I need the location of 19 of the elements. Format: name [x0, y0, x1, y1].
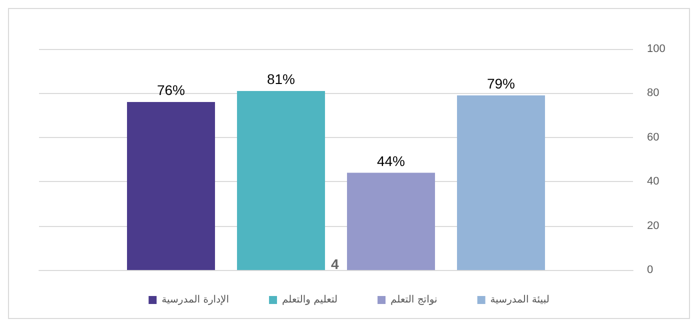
data-label: 81% [266, 70, 296, 87]
y-tick-label: 20 [647, 220, 660, 232]
bar [457, 95, 545, 270]
bar [127, 102, 215, 270]
y-tick-label: 0 [647, 264, 654, 276]
annotation: 4 [331, 256, 339, 272]
y-tick-label: 40 [647, 176, 660, 188]
data-label: 79% [486, 75, 516, 92]
bar [237, 90, 325, 270]
legend-label: نواتج التعلم [390, 294, 438, 306]
bar [347, 172, 435, 270]
data-label: 44% [376, 152, 406, 169]
y-tick-label: 60 [647, 131, 660, 144]
legend-label: لتعليم والتعلم [282, 294, 338, 306]
y-tick-label: 100 [647, 43, 666, 55]
legend-label: الإدارة المدرسية [162, 294, 230, 306]
y-tick-label: 80 [647, 87, 660, 100]
data-label: 76% [156, 82, 186, 98]
legend-label: لبيئة المدرسية [490, 294, 550, 306]
